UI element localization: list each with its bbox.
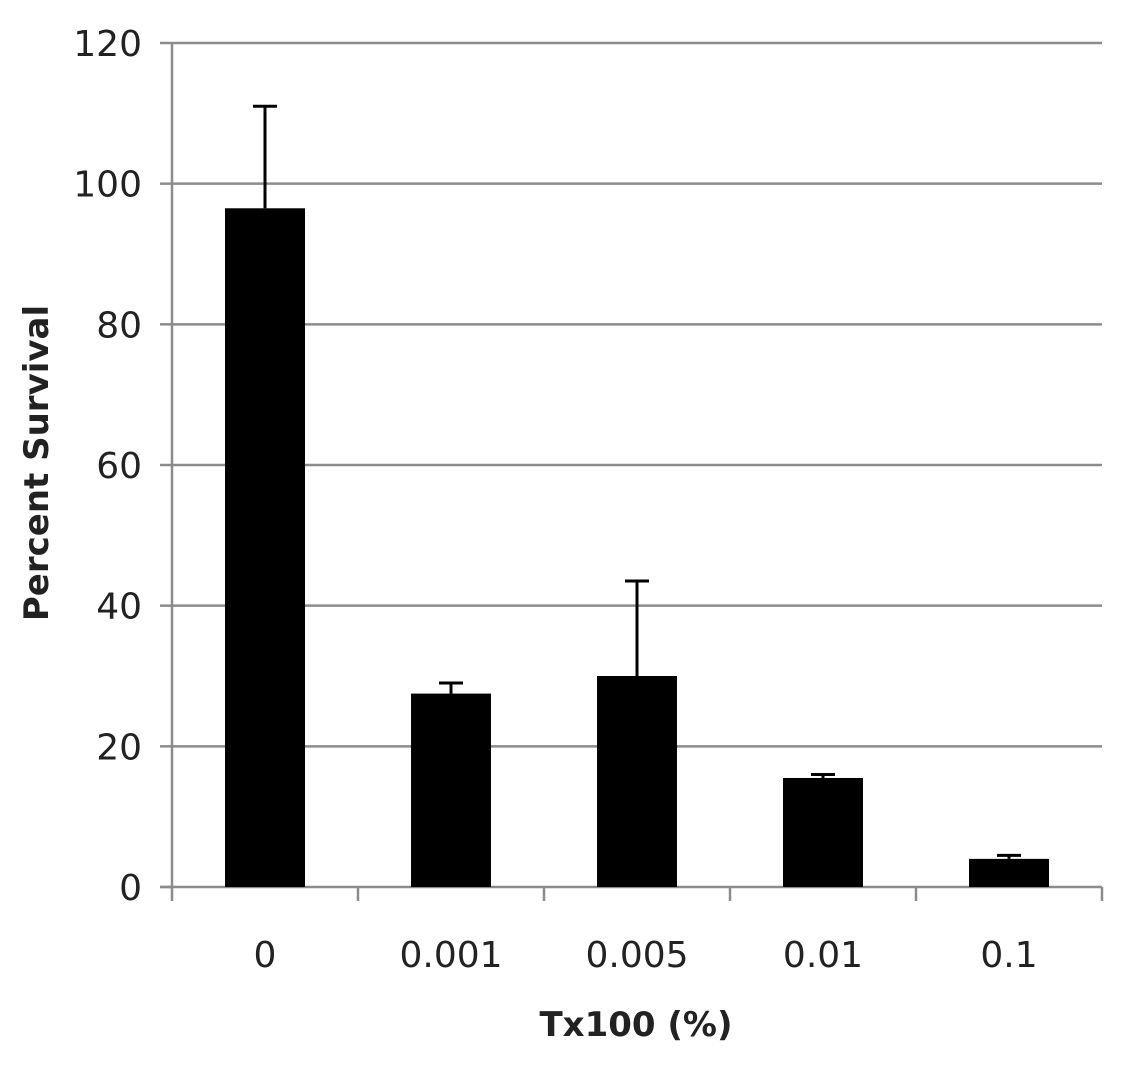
error-bars — [253, 104, 1021, 859]
x-tick-label: 0.005 — [585, 935, 688, 976]
y-tick-label: 80 — [96, 305, 142, 346]
y-tick-labels: 0 20 40 60 80 100 120 — [73, 24, 142, 909]
x-tick-label: 0.01 — [783, 935, 863, 976]
bar-0.001 — [411, 693, 491, 887]
y-axis-title: Percent Survival — [17, 305, 57, 621]
y-tick-label: 0 — [119, 868, 142, 909]
bar-0.005 — [597, 676, 677, 887]
y-tick-label: 40 — [96, 587, 142, 628]
y-tick-label: 20 — [96, 727, 142, 768]
x-tick-label: 0.1 — [980, 935, 1037, 976]
y-tick-label: 120 — [73, 24, 142, 65]
bar-0.1 — [969, 858, 1049, 887]
x-tick-label: 0 — [254, 935, 277, 976]
bar-0.01 — [783, 777, 863, 887]
y-tick-label: 100 — [73, 165, 142, 206]
y-tick-label: 60 — [96, 446, 142, 487]
x-tick-label: 0.001 — [399, 935, 502, 976]
gridlines — [172, 41, 1102, 748]
bars — [225, 208, 1049, 888]
x-axis-title: Tx100 (%) — [539, 1005, 732, 1045]
x-tick-labels: 0 0.001 0.005 0.01 0.1 — [254, 935, 1038, 976]
bar-0 — [225, 208, 305, 888]
